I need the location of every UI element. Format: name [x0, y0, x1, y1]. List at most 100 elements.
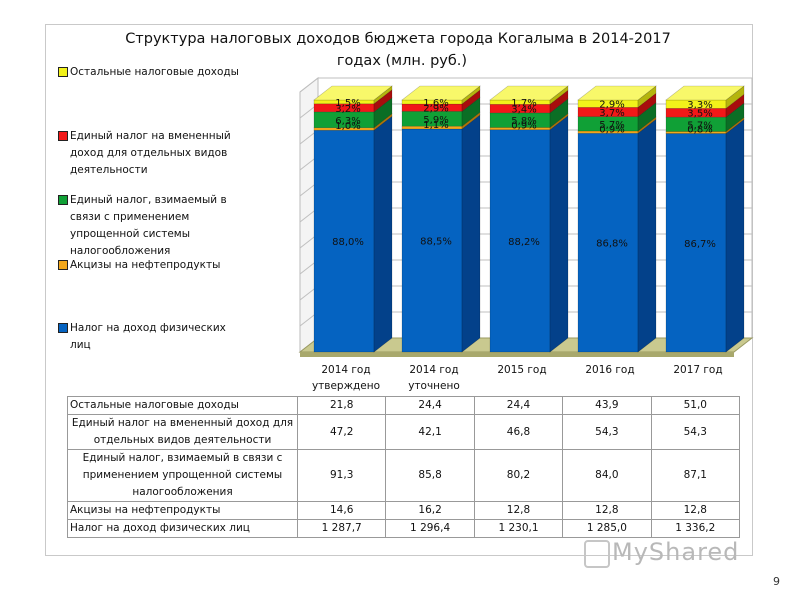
legend-item-envd: Единый налог на вмененный доход для отде…: [58, 128, 248, 179]
data-table: Остальные налоговые доходы 21,8 24,4 24,…: [67, 396, 741, 538]
legend-item-other: Остальные налоговые доходы: [58, 64, 303, 81]
legend-label: Акцизы на нефтепродукты: [70, 259, 221, 271]
legend-swatch: [58, 260, 68, 270]
bar-top: [577, 85, 657, 101]
table-cell: 12,8: [562, 501, 652, 520]
data-label: 5,7%: [599, 120, 624, 131]
table-cell: 12,8: [650, 501, 741, 520]
row-label: Остальные налоговые доходы: [67, 396, 298, 415]
table-row: Единый налог на вмененный доход для отде…: [67, 414, 741, 450]
data-label: 88,2%: [508, 237, 540, 248]
table-row: Акцизы на нефтепродукты 14,6 16,2 12,8 1…: [67, 501, 741, 520]
data-label: 88,5%: [420, 236, 452, 247]
data-label: 86,8%: [596, 239, 628, 250]
title-line-2: годах (млн. руб.): [336, 53, 468, 69]
data-label: 2,9%: [599, 100, 624, 111]
table-cell: 24,4: [473, 396, 564, 415]
data-label: 1,5%: [335, 98, 360, 109]
table-row: Единый налог, взимаемый в связи с примен…: [67, 449, 741, 502]
data-label: 0,9%: [511, 121, 536, 132]
table-row: Остальные налоговые доходы 21,8 24,4 24,…: [67, 396, 741, 415]
data-label: 1,6%: [423, 98, 448, 109]
data-label: 1,1%: [423, 120, 448, 131]
bar-segment-side: [549, 115, 569, 353]
bar-top: [401, 85, 481, 101]
data-label: 3,4%: [511, 105, 536, 116]
table-cell: 1 336,2: [650, 519, 741, 538]
watermark: MyShared: [612, 538, 740, 566]
bar-segment: [577, 132, 639, 353]
bar-segment: [401, 128, 463, 353]
table-row: Налог на доход физических лиц 1 287,7 1 …: [67, 519, 741, 538]
legend-swatch: [58, 67, 68, 77]
data-label: 86,7%: [684, 239, 716, 250]
page-number: 9: [773, 575, 780, 588]
table-cell: 1 296,4: [385, 519, 475, 538]
table-cell: 46,8: [473, 414, 564, 450]
table-cell: 1 285,0: [562, 519, 652, 538]
category-label: 2014 год уточнено: [408, 364, 460, 392]
data-label: 2,9%: [423, 104, 448, 115]
data-label: 3,7%: [599, 108, 624, 119]
legend-item-ndfl: Налог на доход физических лиц: [58, 320, 248, 354]
data-label: 88,0%: [332, 237, 364, 248]
bar-top: [489, 85, 569, 101]
title-line-1: Структура налоговых доходов бюджета горо…: [125, 31, 671, 47]
bar-segment: [489, 129, 551, 353]
legend-label: Единый налог, взимаемый в связи с примен…: [70, 194, 227, 257]
table-cell: 1 287,7: [296, 519, 387, 538]
legend-label: Остальные налоговые доходы: [70, 66, 239, 78]
table-cell: 80,2: [473, 449, 564, 502]
table-cell: 87,1: [650, 449, 741, 502]
data-label: 0,8%: [687, 125, 712, 136]
table-cell: 54,3: [562, 414, 652, 450]
data-label: 3,5%: [687, 109, 712, 120]
table-cell: 85,8: [385, 449, 475, 502]
table-cell: 51,0: [650, 396, 741, 415]
legend-swatch: [58, 323, 68, 333]
bar-segment-side: [725, 118, 745, 353]
data-label: 5,8%: [511, 116, 536, 127]
table-cell: 1 230,1: [473, 519, 564, 538]
category-label: 2014 год утверждено: [311, 364, 381, 392]
category-label: 2015 год: [497, 364, 547, 376]
data-label: 0,9%: [599, 124, 624, 135]
data-label: 5,9%: [423, 115, 448, 126]
table-cell: 54,3: [650, 414, 741, 450]
slide-title: Структура налоговых доходов бюджета горо…: [45, 28, 751, 72]
data-label: 3,2%: [335, 104, 360, 115]
legend-swatch: [58, 195, 68, 205]
table-cell: 14,6: [296, 501, 387, 520]
table-cell: 43,9: [562, 396, 652, 415]
floor-edge: [300, 352, 734, 357]
row-label: Налог на доход физических лиц: [67, 519, 298, 538]
data-label: 3,3%: [687, 100, 712, 111]
table-cell: 47,2: [296, 414, 387, 450]
legend-item-usn: Единый налог, взимаемый в связи с примен…: [58, 192, 248, 260]
bar-segment: [313, 129, 375, 353]
data-label: 1,7%: [511, 98, 536, 109]
bar-segment-side: [637, 118, 657, 353]
row-label: Единый налог, взимаемый в связи с примен…: [67, 449, 298, 502]
bar-segment-side: [461, 114, 481, 353]
bar-top: [313, 85, 393, 101]
legend-label: Налог на доход физических лиц: [70, 322, 226, 351]
row-label: Акцизы на нефтепродукты: [67, 501, 298, 520]
table-cell: 21,8: [296, 396, 387, 415]
category-label: 2017 год: [673, 364, 723, 376]
table-cell: 24,4: [385, 396, 475, 415]
data-label: 6,3%: [335, 116, 360, 127]
category-label: 2016 год: [585, 364, 635, 376]
table-cell: 42,1: [385, 414, 475, 450]
table-cell: 12,8: [473, 501, 564, 520]
watermark-logo-icon: [584, 540, 610, 568]
table-cell: 16,2: [385, 501, 475, 520]
data-label: 5,7%: [687, 120, 712, 131]
legend-item-excise: Акцизы на нефтепродукты: [58, 257, 303, 274]
legend-label: Единый налог на вмененный доход для отде…: [70, 130, 231, 176]
table-cell: 84,0: [562, 449, 652, 502]
gridline-side: [299, 77, 319, 93]
row-label: Единый налог на вмененный доход для отде…: [67, 414, 298, 450]
table-cell: 91,3: [296, 449, 387, 502]
